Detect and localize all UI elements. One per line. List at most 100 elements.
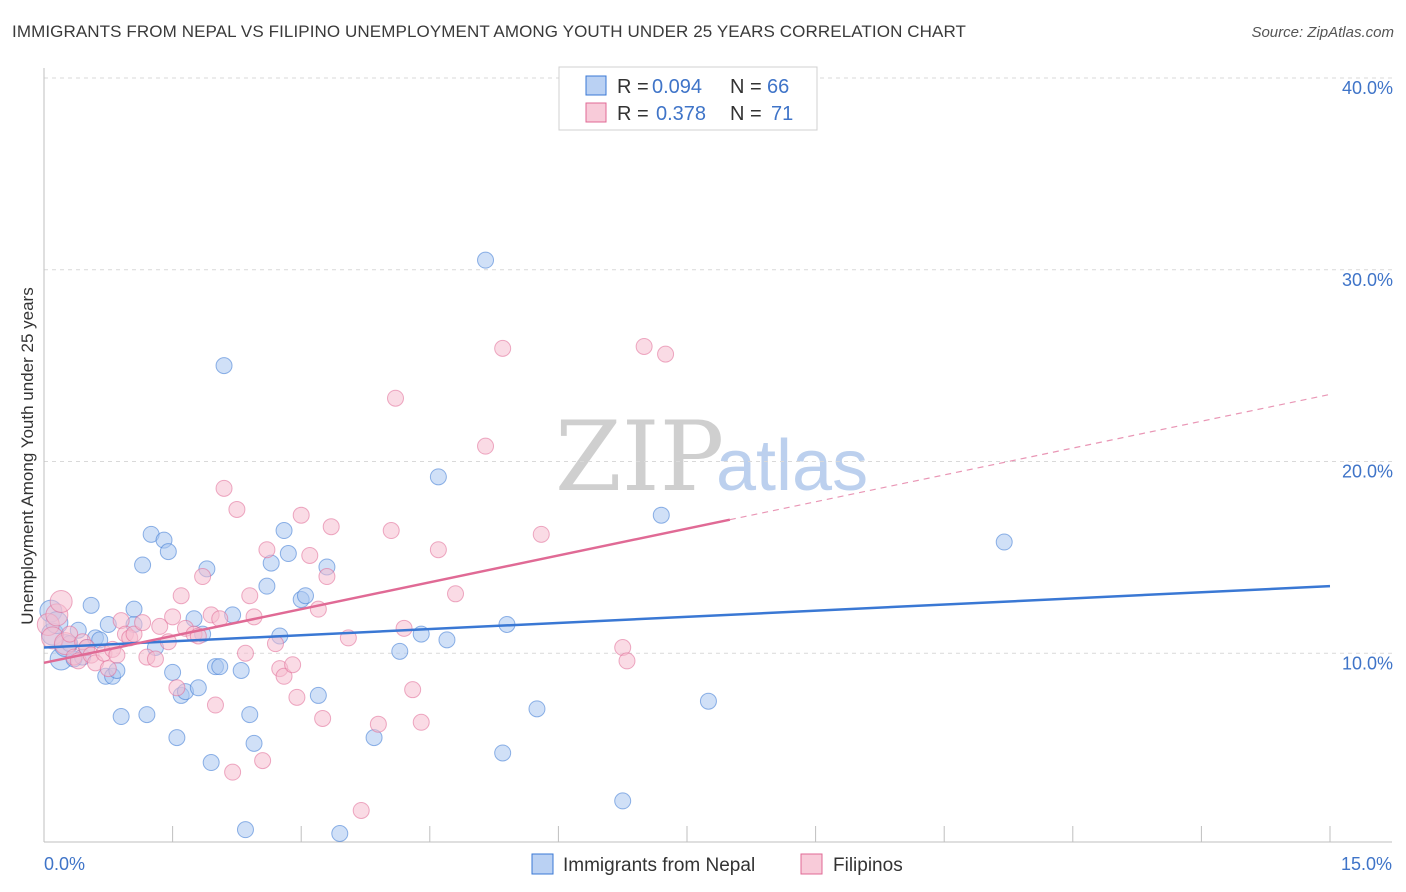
filipino-point: [635, 337, 653, 355]
nepal-point: [652, 506, 670, 524]
x-tick-label-min: 0.0%: [44, 854, 85, 874]
legend-n-label-filipino: N =: [730, 103, 762, 125]
chart-title: IMMIGRANTS FROM NEPAL VS FILIPINO UNEMPL…: [12, 22, 967, 41]
filipino-point: [301, 546, 319, 564]
filipino-point: [387, 389, 405, 407]
nepal-point: [236, 821, 254, 839]
filipino-point: [382, 522, 400, 540]
nepal-point: [494, 744, 512, 762]
nepal-point: [125, 600, 143, 618]
filipino-point: [254, 752, 272, 770]
filipino-point: [322, 518, 340, 536]
filipino-point: [134, 614, 152, 632]
nepal-point: [159, 543, 177, 561]
nepal-point: [258, 577, 276, 595]
nepal-point: [138, 706, 156, 724]
nepal-point: [275, 522, 293, 540]
nepal-trendline: [43, 584, 1331, 649]
filipino-point: [395, 619, 413, 637]
correlation-legend: R = 0.094 N = 66 R = 0.378 N = 71: [558, 66, 818, 131]
legend-swatch-nepal: [585, 75, 607, 96]
filipino-point: [352, 801, 370, 819]
watermark-zip: ZIP: [555, 401, 724, 513]
nepal-point: [164, 663, 182, 681]
filipino-point: [532, 525, 550, 543]
y-tick-label: 10.0%: [1342, 653, 1393, 673]
filipino-point: [275, 667, 293, 685]
filipino-point: [404, 681, 422, 699]
bottom-legend-label-nepal: Immigrants from Nepal: [563, 855, 755, 876]
filipino-point: [477, 437, 495, 455]
nepal-point: [614, 792, 632, 810]
nepal-point: [391, 642, 409, 660]
filipino-point: [494, 339, 512, 357]
nepal-point: [189, 679, 207, 697]
source-label: Source: ZipAtlas.com: [1251, 24, 1394, 41]
filipino-point: [61, 625, 79, 643]
nepal-point: [202, 754, 220, 772]
filipino-point: [215, 479, 233, 497]
y-tick-label: 20.0%: [1342, 462, 1393, 482]
nepal-point: [241, 706, 259, 724]
filipino-point: [99, 660, 117, 678]
nepal-point: [215, 357, 233, 375]
legend-swatch-filipino: [585, 102, 607, 123]
filipino-point: [284, 656, 302, 674]
filipino-point: [224, 763, 242, 781]
gridlines: [44, 77, 1392, 654]
filipino-point: [447, 585, 465, 603]
filipino-point: [228, 500, 246, 518]
filipino-point: [49, 589, 73, 613]
x-tick-label-max: 15.0%: [1341, 854, 1392, 874]
legend-n-label-nepal: N =: [730, 76, 762, 98]
filipino-point: [172, 587, 190, 605]
nepal-point: [477, 251, 495, 269]
filipino-trendline-extension: [729, 393, 1331, 521]
y-axis-title: Unemployment Among Youth under 25 years: [18, 287, 37, 624]
series-nepal-points: [39, 251, 1013, 842]
nepal-point: [211, 658, 229, 676]
nepal-point: [438, 631, 456, 649]
filipino-point: [258, 541, 276, 559]
legend-n-value-filipino: 71: [771, 103, 793, 125]
filipino-point: [369, 715, 387, 733]
nepal-point: [112, 708, 130, 726]
legend-n-value-nepal: 66: [767, 76, 789, 98]
watermark-atlas: atlas: [716, 426, 868, 506]
nepal-point: [245, 734, 263, 752]
filipino-point: [412, 713, 430, 731]
filipino-point: [151, 617, 169, 635]
bottom-legend-swatch-filipino: [800, 853, 823, 875]
y-tick-label: 40.0%: [1342, 78, 1393, 98]
x-ticks: [43, 826, 1331, 842]
filipino-point: [314, 709, 332, 727]
bottom-legend-swatch-nepal: [531, 853, 554, 875]
nepal-point: [232, 662, 250, 680]
nepal-point: [82, 596, 100, 614]
filipino-point: [236, 644, 254, 662]
filipino-trendline: [43, 518, 731, 665]
y-tick-labels: 10.0% 20.0% 30.0% 40.0%: [1342, 78, 1393, 673]
nepal-point: [168, 729, 186, 747]
legend-r-value-filipino: 0.378: [656, 103, 706, 125]
filipino-point: [146, 650, 164, 668]
legend-r-label-filipino: R =: [617, 103, 649, 125]
legend-r-value-nepal: 0.094: [652, 76, 702, 98]
nepal-point: [699, 692, 717, 710]
nepal-point: [995, 533, 1013, 551]
filipino-point: [206, 696, 224, 714]
nepal-point: [134, 556, 152, 574]
filipino-point: [164, 608, 182, 626]
y-tick-label: 30.0%: [1342, 270, 1393, 290]
nepal-point: [429, 468, 447, 486]
filipino-point: [241, 587, 259, 605]
nepal-point: [296, 587, 314, 605]
legend-r-label-nepal: R =: [617, 76, 649, 98]
trendlines: [43, 393, 1331, 665]
filipino-point: [292, 506, 310, 524]
nepal-point: [309, 686, 327, 704]
filipino-point: [266, 635, 284, 653]
bottom-legend-label-filipino: Filipinos: [833, 855, 903, 876]
filipino-point: [194, 568, 212, 586]
